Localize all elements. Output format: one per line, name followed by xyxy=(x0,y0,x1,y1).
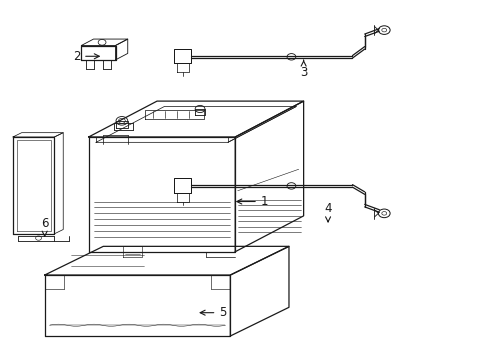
Text: 2: 2 xyxy=(73,50,99,63)
Text: 3: 3 xyxy=(300,60,307,79)
Text: 4: 4 xyxy=(324,202,332,222)
Text: 1: 1 xyxy=(237,195,269,208)
Text: 6: 6 xyxy=(41,216,49,236)
Text: 5: 5 xyxy=(200,306,227,319)
